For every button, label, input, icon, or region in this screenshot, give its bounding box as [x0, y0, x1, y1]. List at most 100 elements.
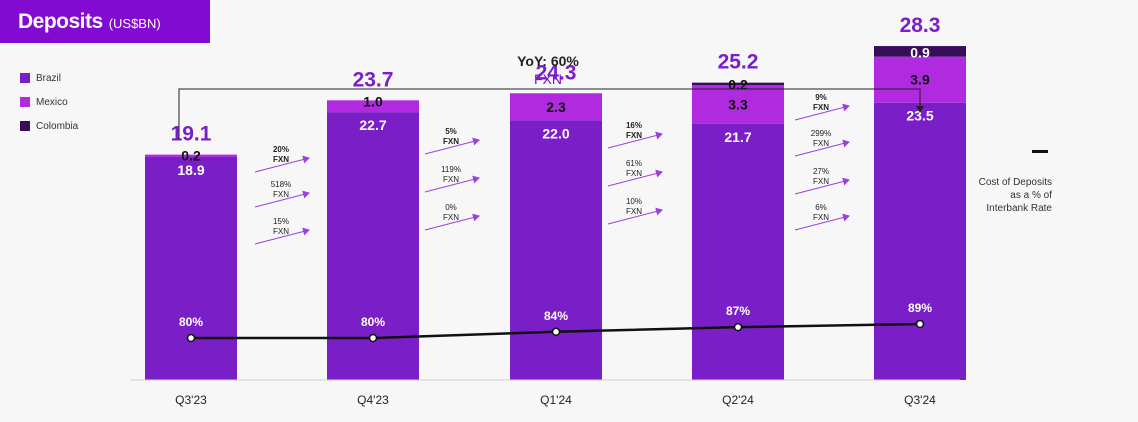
growth-pct-2-1: 61%: [626, 159, 642, 168]
segment-label-mexico-3: 3.3: [728, 96, 748, 112]
legend-label-mexico: Mexico: [36, 96, 68, 108]
growth-pct-1-1: 119%: [441, 165, 461, 174]
legend-item-mexico: Mexico: [20, 90, 78, 114]
legend-swatch-brazil: [20, 73, 30, 83]
growth-fxn-1-2: FXN: [443, 213, 459, 222]
growth-pct-0-1: 518%: [271, 180, 291, 189]
line-point-label-4: 89%: [908, 301, 932, 315]
growth-arrow-2-2: [607, 207, 663, 225]
bar-mexico-2: [510, 93, 602, 121]
segment-label-brazil-3: 21.7: [724, 129, 751, 145]
growth-arrow-2-0: [607, 131, 663, 149]
growth-pct-2-0: 16%: [626, 121, 642, 130]
bar-brazil-3: [692, 123, 784, 380]
rate-legend: Cost of Deposits as a % of Interbank Rat…: [968, 140, 1052, 215]
legend-label-brazil: Brazil: [36, 72, 62, 84]
legend-swatch-colombia: [20, 121, 30, 131]
bar-total-label-0: 19.1: [171, 123, 212, 146]
bar-brazil-0: [145, 156, 237, 380]
growth-fxn-1-1: FXN: [443, 175, 459, 184]
growth-arrow-1-0: [424, 137, 480, 155]
line-point-2: [551, 327, 561, 337]
growth-pct-1-2: 0%: [445, 203, 457, 212]
segment-label-colombia-3: 0.2: [728, 77, 748, 93]
growth-fxn-3-1: FXN: [813, 139, 829, 148]
growth-pct-1-0: 5%: [445, 127, 457, 136]
line-point-4: [915, 319, 925, 329]
bar-colombia-3: [692, 82, 784, 85]
growth-pct-3-1: 299%: [811, 129, 831, 138]
yoy-bracket-arrow: [178, 88, 924, 140]
bar-total-label-2: 24.3: [536, 61, 577, 84]
growth-fxn-0-1: FXN: [273, 190, 289, 199]
growth-pct-0-0: 20%: [273, 145, 289, 154]
growth-arrow-3-0: [794, 103, 850, 121]
x-tick-label-0: Q3'23: [175, 393, 207, 407]
bar-brazil-2: [510, 120, 602, 381]
line-point-0: [186, 333, 196, 343]
line-point-label-3: 87%: [726, 304, 750, 318]
growth-arrow-1-2: [424, 213, 480, 231]
page-title: Deposits (US$BN): [0, 0, 210, 43]
growth-fxn-2-1: FXN: [626, 169, 642, 178]
growth-pct-0-2: 15%: [273, 217, 289, 226]
growth-arrow-3-3: [794, 213, 850, 231]
x-tick-label-3: Q2'24: [722, 393, 754, 407]
growth-arrow-0-2: [254, 227, 310, 245]
segment-label-mexico-2: 2.3: [546, 99, 566, 115]
line-point-label-1: 80%: [361, 315, 385, 329]
line-point-label-2: 84%: [544, 309, 568, 323]
growth-fxn-0-2: FXN: [273, 227, 289, 236]
growth-arrow-1-1: [424, 175, 480, 193]
segment-label-brazil-1: 22.7: [359, 117, 386, 133]
growth-pct-3-2: 27%: [813, 167, 829, 176]
segment-label-mexico-1: 1.0: [363, 93, 383, 109]
title-text: Deposits: [18, 9, 103, 33]
segment-label-brazil-4: 23.5: [906, 108, 933, 124]
legend-item-brazil: Brazil: [20, 66, 78, 90]
legend: Brazil Mexico Colombia: [20, 66, 78, 138]
line-point-label-0: 80%: [179, 315, 203, 329]
rate-legend-label: Cost of Deposits as a % of Interbank Rat…: [978, 177, 1052, 214]
segment-label-colombia-4: 0.9: [910, 44, 930, 60]
growth-arrow-3-1: [794, 139, 850, 157]
segment-label-mexico-0: 0.2: [181, 148, 201, 164]
growth-pct-3-0: 9%: [815, 93, 827, 102]
x-tick-label-4: Q3'24: [904, 393, 936, 407]
segment-label-brazil-0: 18.9: [177, 162, 204, 178]
yoy-sub-label: FXN: [534, 71, 562, 87]
bar-total-label-3: 25.2: [718, 51, 759, 74]
bar-colombia-4: [874, 46, 966, 57]
growth-fxn-2-2: FXN: [626, 207, 642, 216]
x-tick-label-2: Q1'24: [540, 393, 572, 407]
segment-label-mexico-4: 3.9: [910, 72, 930, 88]
growth-arrow-0-0: [254, 155, 310, 173]
growth-fxn-3-3: FXN: [813, 213, 829, 222]
legend-swatch-mexico: [20, 97, 30, 107]
bar-mexico-3: [692, 85, 784, 124]
growth-fxn-0-0: FXN: [273, 155, 289, 164]
bar-total-label-1: 23.7: [353, 68, 394, 91]
rate-legend-line-icon: [1032, 150, 1048, 153]
growth-arrow-0-1: [254, 190, 310, 208]
bar-mexico-0: [145, 154, 237, 157]
growth-fxn-1-0: FXN: [443, 137, 459, 146]
growth-pct-3-3: 6%: [815, 203, 827, 212]
bar-brazil-4: [874, 102, 966, 380]
growth-fxn-2-0: FXN: [626, 131, 642, 140]
growth-fxn-3-0: FXN: [813, 103, 829, 112]
title-unit: (US$BN): [108, 16, 161, 31]
bar-mexico-1: [327, 100, 419, 113]
line-point-3: [733, 322, 743, 332]
line-point-1: [368, 333, 378, 343]
legend-label-colombia: Colombia: [36, 120, 79, 132]
yoy-label: YoY: 60%: [517, 53, 579, 69]
growth-arrow-3-2: [794, 177, 850, 195]
growth-pct-2-2: 10%: [626, 197, 642, 206]
growth-arrow-2-1: [607, 169, 663, 187]
x-tick-label-1: Q4'23: [357, 393, 389, 407]
growth-fxn-3-2: FXN: [813, 177, 829, 186]
segment-label-brazil-2: 22.0: [542, 125, 569, 141]
legend-item-colombia: Colombia: [20, 114, 78, 138]
